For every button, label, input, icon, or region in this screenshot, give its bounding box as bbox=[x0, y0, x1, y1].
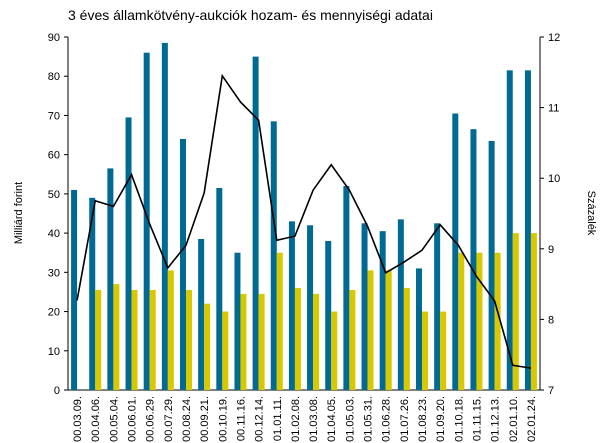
bar bbox=[216, 188, 223, 390]
x-tick-label: 01.03.08. bbox=[308, 396, 320, 442]
y-axis-label: Milliárd forint bbox=[13, 182, 25, 244]
bar bbox=[349, 289, 356, 390]
x-tick-label: 02.01.10. bbox=[508, 396, 520, 442]
bar bbox=[288, 221, 295, 390]
bar bbox=[234, 252, 241, 390]
y2-tick-label: 7 bbox=[548, 385, 554, 397]
y-tick-label: 70 bbox=[48, 110, 60, 122]
bar bbox=[186, 289, 192, 390]
bar bbox=[89, 197, 96, 390]
y-tick-label: 20 bbox=[48, 307, 60, 319]
x-tick-label: 00.04.06. bbox=[90, 396, 102, 442]
bar bbox=[198, 238, 205, 390]
x-tick-label: 00.05.04. bbox=[108, 396, 120, 442]
y-tick-label: 0 bbox=[54, 385, 60, 397]
bar bbox=[294, 288, 301, 390]
x-tick-label: 00.03.09. bbox=[72, 396, 84, 442]
y-tick-label: 40 bbox=[48, 228, 60, 240]
x-tick-label: 00.06.29. bbox=[145, 396, 157, 442]
x-tick-label: 01.02.08. bbox=[290, 396, 302, 442]
bar bbox=[476, 252, 483, 390]
x-tick-label: 00.09.21. bbox=[199, 396, 211, 442]
x-tick-label: 01.11.15. bbox=[471, 396, 483, 441]
bar bbox=[161, 42, 168, 391]
bar bbox=[325, 240, 332, 390]
x-tick-label: 00.06.01. bbox=[127, 396, 139, 442]
bar bbox=[125, 117, 132, 391]
bar bbox=[252, 56, 259, 390]
bar bbox=[530, 233, 537, 390]
bar bbox=[470, 129, 477, 390]
chart-title: 3 éves államkötvény-aukciók hozam- és me… bbox=[68, 7, 433, 23]
bar bbox=[488, 140, 495, 390]
line bbox=[76, 73, 532, 369]
bar bbox=[95, 289, 102, 390]
x-tick-label: 00.08.24. bbox=[181, 396, 193, 442]
bar bbox=[422, 311, 428, 390]
y-tick-label: 30 bbox=[48, 267, 60, 279]
x-tick-label: 01.09.20. bbox=[435, 396, 447, 442]
y-tick-label: 80 bbox=[48, 71, 60, 83]
y2-tick-label: 12 bbox=[548, 32, 560, 44]
y2-tick-label: 10 bbox=[548, 173, 560, 185]
y-tick-label: 10 bbox=[48, 346, 60, 358]
x-tick-label: 00.12.14. bbox=[254, 396, 266, 442]
bar bbox=[270, 121, 277, 391]
bar bbox=[331, 311, 338, 390]
x-tick-label: 01.05.03. bbox=[344, 396, 356, 442]
bar bbox=[313, 293, 320, 390]
bar bbox=[440, 311, 447, 390]
bar bbox=[403, 288, 410, 390]
bar bbox=[416, 268, 422, 390]
x-tick-label: 01.06.28. bbox=[381, 396, 393, 442]
bar bbox=[494, 252, 501, 390]
x-tick-label: 01.05.31. bbox=[363, 396, 375, 442]
bar bbox=[113, 284, 120, 390]
x-tick-label: 01.10.18. bbox=[453, 396, 465, 442]
bar bbox=[361, 223, 368, 390]
bar bbox=[276, 252, 283, 390]
bar bbox=[397, 219, 404, 390]
bar bbox=[180, 138, 186, 390]
y2-tick-label: 9 bbox=[548, 244, 554, 256]
x-tick-label: 00.07.29. bbox=[163, 396, 175, 442]
y2-tick-label: 8 bbox=[548, 314, 554, 326]
bar bbox=[149, 289, 156, 390]
bar bbox=[452, 113, 459, 390]
x-tick-label: 01.07.26. bbox=[399, 396, 411, 442]
bar bbox=[524, 70, 531, 390]
bar bbox=[240, 293, 247, 390]
bar bbox=[258, 293, 265, 390]
bar bbox=[143, 52, 150, 390]
bar bbox=[506, 70, 513, 390]
bar bbox=[367, 270, 374, 390]
bar bbox=[385, 270, 392, 390]
bar bbox=[458, 252, 465, 390]
bar bbox=[512, 233, 519, 390]
y-tick-label: 60 bbox=[48, 150, 60, 162]
bar bbox=[204, 303, 211, 390]
bar bbox=[222, 311, 229, 390]
bar bbox=[71, 189, 78, 390]
y-tick-label: 50 bbox=[48, 189, 60, 201]
x-tick-label: 00.11.16. bbox=[235, 396, 247, 441]
bar bbox=[131, 289, 138, 390]
x-tick-label: 00.10.19. bbox=[217, 396, 229, 442]
bar bbox=[434, 223, 441, 390]
bar bbox=[379, 231, 386, 390]
x-tick-label: 01.12.13. bbox=[490, 396, 502, 442]
bar bbox=[167, 270, 174, 390]
x-tick-label: 02.01.24. bbox=[526, 396, 538, 442]
bar bbox=[307, 225, 314, 390]
x-tick-label: 01.04.05. bbox=[326, 396, 338, 442]
x-tick-label: 01.01.11. bbox=[272, 396, 284, 441]
bar bbox=[343, 186, 350, 390]
bar bbox=[107, 168, 114, 390]
y2-axis-label: Százalék bbox=[585, 191, 597, 236]
y-tick-label: 90 bbox=[48, 32, 60, 44]
y2-tick-label: 11 bbox=[548, 103, 559, 115]
x-tick-label: 01.08.23. bbox=[417, 396, 429, 442]
